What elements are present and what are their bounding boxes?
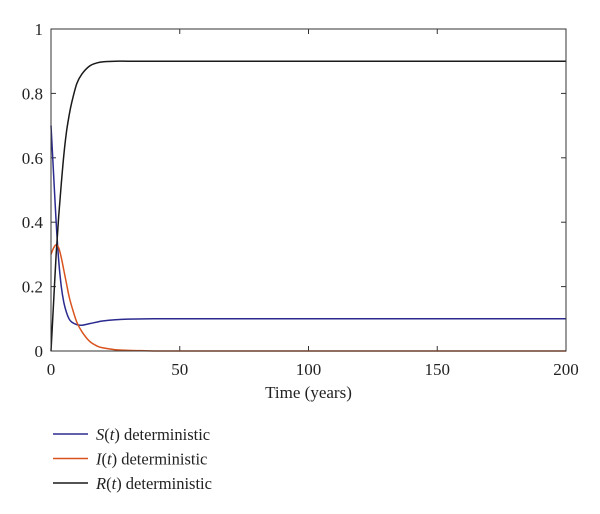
legend-entry-i: I(t) deterministic <box>53 450 207 469</box>
y-tick-label: 0 <box>35 342 44 361</box>
r-series-line <box>50 60 566 352</box>
ticks-layer <box>50 28 567 352</box>
y-tick-label: 0.6 <box>22 149 43 168</box>
legend-entry-r: R(t) deterministic <box>53 474 212 493</box>
x-tick-label: 50 <box>171 360 188 379</box>
s-series-line <box>50 125 567 327</box>
y-tick-label: 0.4 <box>22 213 44 232</box>
legend: S(t) deterministic I(t) deterministic R(t)… <box>53 425 212 493</box>
i-series-line <box>50 243 566 352</box>
legend-label: R(t) deterministic <box>95 474 212 493</box>
y-tick-label: 1 <box>35 20 44 39</box>
legend-entry-s: S(t) deterministic <box>53 425 210 444</box>
y-tick-label: 0.8 <box>22 84 43 103</box>
y-tick-labels: 0 0.2 0.4 0.6 0.8 1 <box>22 20 44 361</box>
x-tick-label: 150 <box>425 360 451 379</box>
x-tick-label: 100 <box>296 360 322 379</box>
legend-label: I(t) deterministic <box>95 450 207 469</box>
legend-label: S(t) deterministic <box>96 425 210 444</box>
plot-frame <box>50 28 567 352</box>
y-tick-label: 0.2 <box>22 278 43 297</box>
series-layer <box>50 60 567 352</box>
x-tick-label: 200 <box>553 360 579 379</box>
x-tick-labels: 0 50 100 150 200 <box>47 360 579 379</box>
x-tick-label: 0 <box>47 360 56 379</box>
x-axis-title: Time (years) <box>265 383 352 402</box>
